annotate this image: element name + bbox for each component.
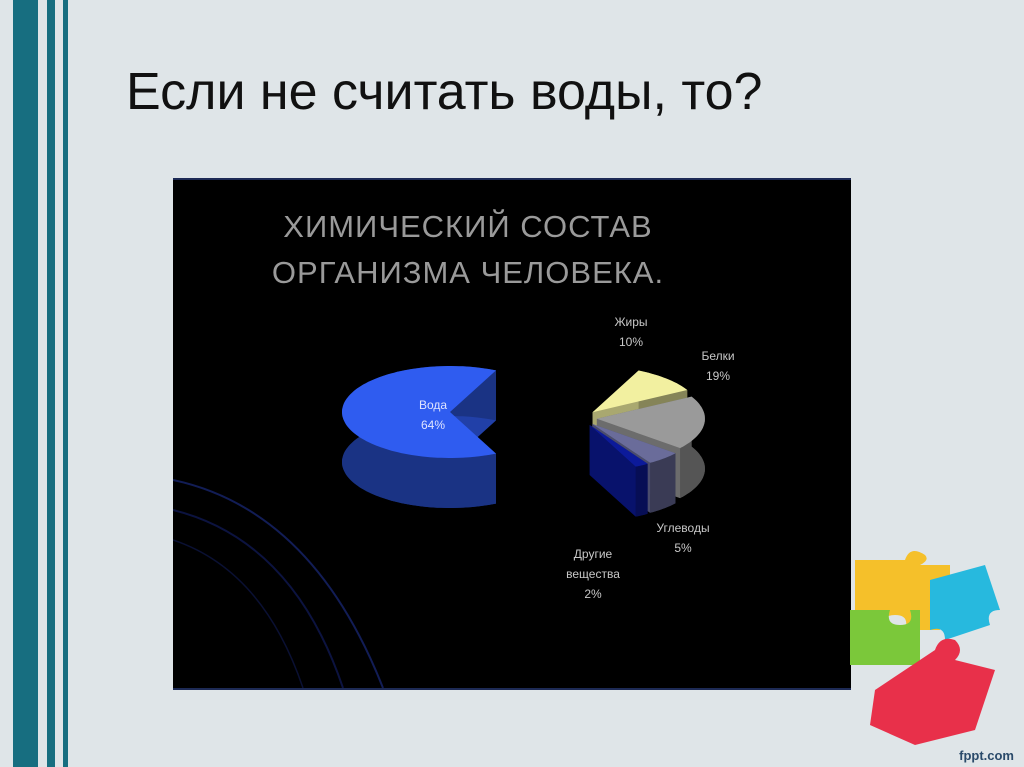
slice-name-carbs: Углеводы <box>656 521 710 535</box>
slice-name-proteins: Белки <box>701 349 735 363</box>
slice-value-water: 64% <box>420 418 446 432</box>
slice-name-fats: Жиры <box>614 315 648 329</box>
slide-title: Если не считать воды, то? <box>126 63 763 121</box>
pie-chart <box>342 366 705 517</box>
slice-value-other: 2% <box>584 587 602 601</box>
decor-stripe <box>13 0 38 767</box>
decor-stripe <box>47 0 55 767</box>
slice-other <box>589 425 648 467</box>
chart-title-line-1: ХИМИЧЕСКИЙ СОСТАВ <box>283 209 653 244</box>
chart-title: ХИМИЧЕСКИЙ СОСТАВ ОРГАНИЗМА ЧЕЛОВЕКА. <box>173 204 763 296</box>
label-carbs: Углеводы 5% <box>656 518 709 558</box>
slice-side-carbs <box>650 453 676 513</box>
slice-value-fats: 10% <box>618 335 644 349</box>
slice-value-carbs: 5% <box>674 541 692 555</box>
label-water: Вода 64% <box>419 395 447 435</box>
slice-carbs <box>592 424 676 463</box>
slice-proteins <box>596 396 705 449</box>
slice-name-other-2: вещества <box>566 567 620 581</box>
chart-title-line-2: ОРГАНИЗМА ЧЕЛОВЕКА. <box>271 255 665 290</box>
chart-image: ХИМИЧЕСКИЙ СОСТАВ ОРГАНИЗМА ЧЕЛОВЕКА. Во… <box>173 178 851 690</box>
slice-side-other <box>635 463 648 517</box>
label-proteins: Белки 19% <box>701 346 734 386</box>
slice-name-other-1: Другие <box>573 547 613 561</box>
slice-name-water: Вода <box>418 398 448 412</box>
slice-cut-face-other <box>589 425 636 517</box>
puzzle-pieces-decoration <box>850 551 1000 745</box>
footer-brand: fppt.com <box>959 748 1014 763</box>
slice-value-proteins: 19% <box>705 369 731 383</box>
slice-fats <box>592 370 688 413</box>
decor-stripe <box>63 0 68 767</box>
label-other: Другие вещества 2% <box>566 544 620 604</box>
decor-arcs <box>173 479 384 688</box>
slice-water <box>342 366 496 458</box>
label-fats: Жиры 10% <box>614 312 647 352</box>
